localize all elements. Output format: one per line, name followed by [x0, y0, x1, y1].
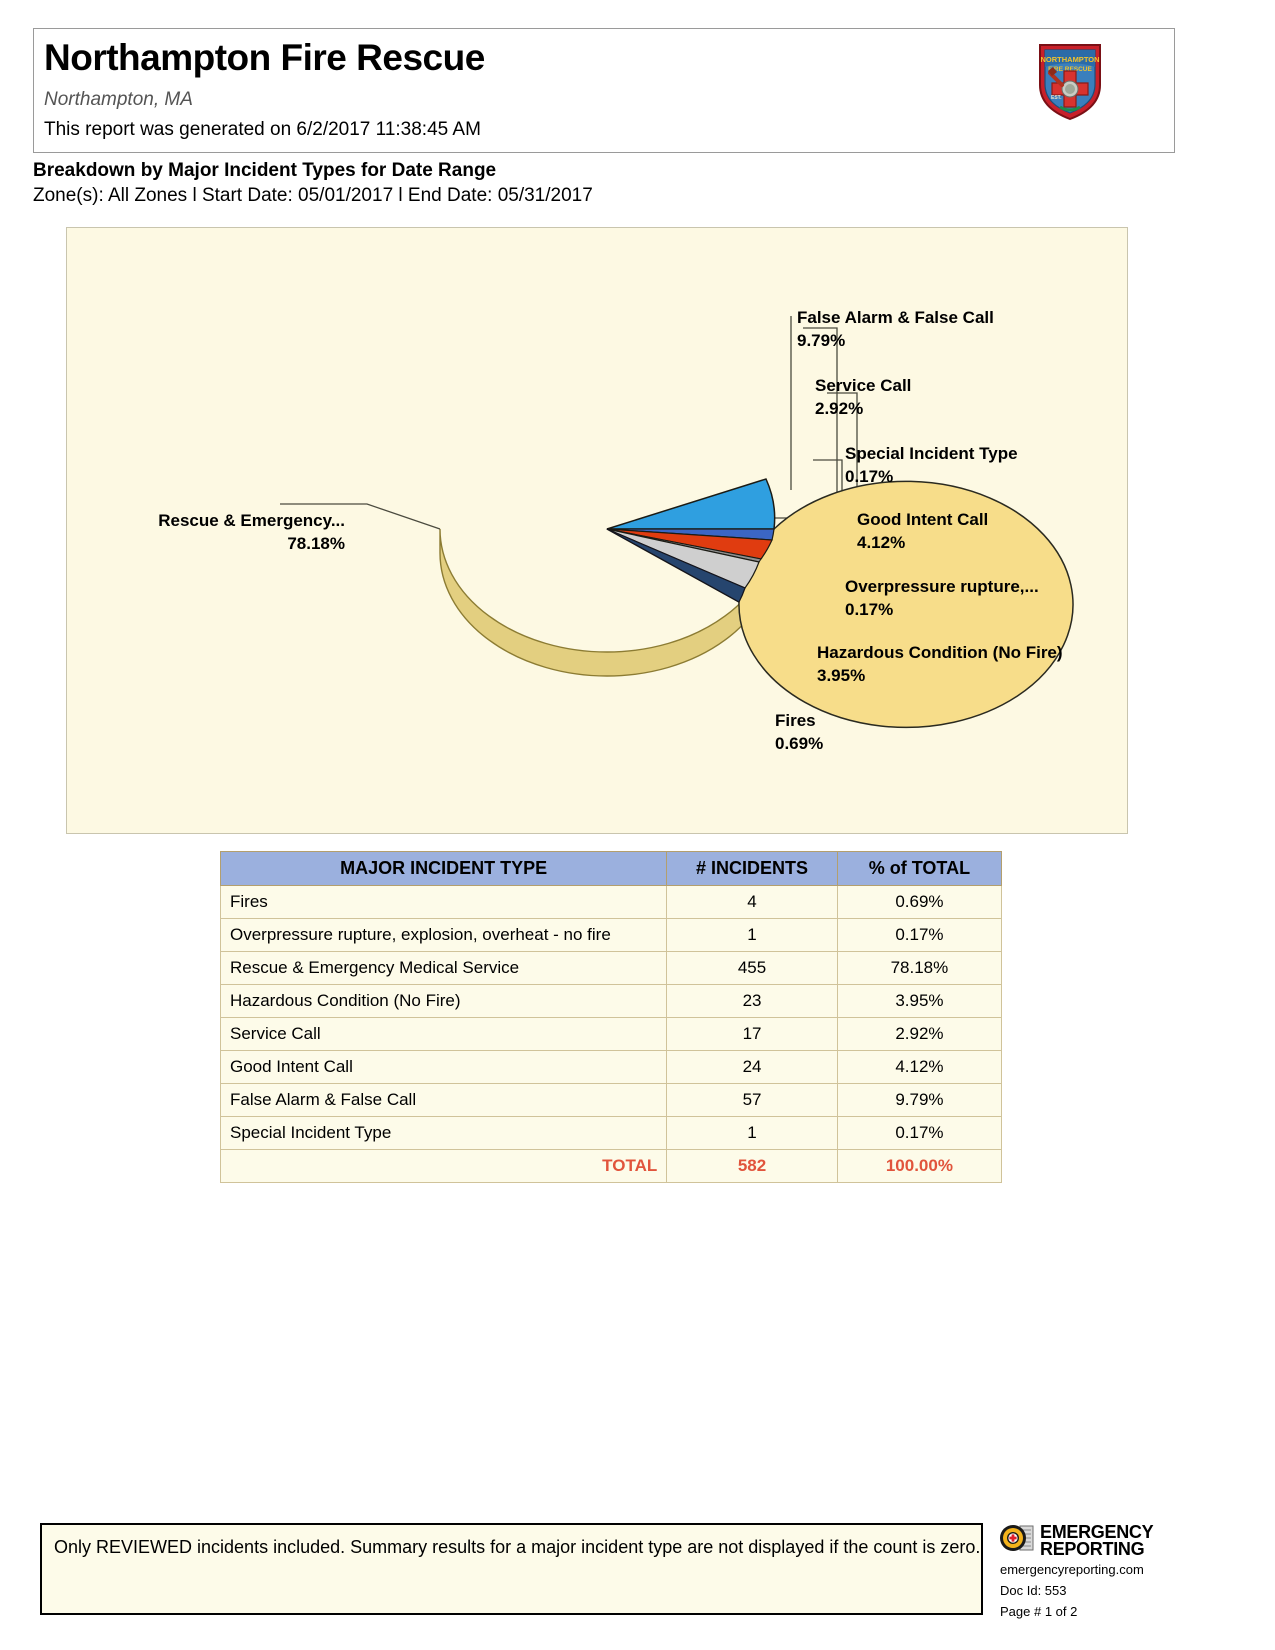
pie-label-false-alarm-pct: 9.79% — [797, 331, 846, 350]
fire-department-badge-icon: NORTHAMPTON FIRE RESCUE EST. — [1034, 41, 1106, 121]
table-row: Service Call 17 2.92% — [219, 1017, 1003, 1051]
cell-count: 455 — [666, 951, 838, 985]
total-label: TOTAL — [219, 1149, 667, 1183]
cell-count: 57 — [666, 1083, 838, 1117]
generated-timestamp: This report was generated on 6/2/2017 11… — [44, 119, 481, 140]
cell-pct: 2.92% — [836, 1017, 1003, 1051]
pie-label-service-call: Service Call 2.92% — [815, 374, 911, 420]
table-total-row: TOTAL 582 100.00% — [219, 1149, 1003, 1183]
incident-summary-table: MAJOR INCIDENT TYPE # INCIDENTS % of TOT… — [219, 851, 1003, 1183]
pie-label-good-intent: Good Intent Call 4.12% — [857, 508, 988, 554]
report-section-title: Breakdown by Major Incident Types for Da… — [33, 160, 497, 181]
pie-label-special-incident: Special Incident Type 0.17% — [845, 442, 1018, 488]
cell-pct: 0.17% — [836, 918, 1003, 952]
table-header-row: MAJOR INCIDENT TYPE # INCIDENTS % of TOT… — [219, 851, 1003, 886]
cell-pct: 9.79% — [836, 1083, 1003, 1117]
emergency-reporting-logo-icon — [1000, 1523, 1034, 1558]
svg-text:FIRE RESCUE: FIRE RESCUE — [1048, 66, 1092, 73]
total-pct: 100.00% — [836, 1149, 1003, 1183]
pie-label-rescue-ems: Rescue & Emergency... 78.18% — [130, 509, 345, 555]
pie-label-hazardous-pct: 3.95% — [817, 666, 866, 685]
pie-label-special-incident-text: Special Incident Type — [845, 444, 1018, 463]
pie-label-service-call-text: Service Call — [815, 376, 912, 395]
pie-chart-panel: False Alarm & False Call 9.79% Service C… — [66, 227, 1128, 834]
cell-pct: 4.12% — [836, 1050, 1003, 1084]
table-row: False Alarm & False Call 57 9.79% — [219, 1083, 1003, 1117]
cell-pct: 0.69% — [836, 885, 1003, 919]
pie-chart-graphic — [280, 316, 1074, 729]
brand-line-2: REPORTING — [1040, 1538, 1145, 1559]
pie-label-fires-pct: 0.69% — [775, 734, 824, 753]
pie-label-good-intent-pct: 4.12% — [857, 533, 906, 552]
table-row: Fires 4 0.69% — [219, 885, 1003, 919]
cell-count: 4 — [666, 885, 838, 919]
cell-type: Fires — [219, 885, 668, 919]
pie-label-false-alarm-text: False Alarm & False Call — [797, 308, 994, 327]
pie-label-rescue-ems-pct: 78.18% — [287, 534, 345, 553]
pie-label-overpressure: Overpressure rupture,... 0.17% — [845, 575, 1039, 621]
cell-type: Good Intent Call — [219, 1050, 668, 1084]
page-title: Northampton Fire Rescue — [44, 37, 485, 78]
pie-label-false-alarm: False Alarm & False Call 9.79% — [797, 306, 994, 352]
cell-count: 23 — [666, 984, 838, 1018]
table-row: Special Incident Type 1 0.17% — [219, 1116, 1003, 1150]
pie-label-hazardous: Hazardous Condition (No Fire) 3.95% — [817, 641, 1063, 687]
cell-count: 1 — [666, 918, 838, 952]
column-header-type: MAJOR INCIDENT TYPE — [219, 851, 668, 886]
cell-count: 1 — [666, 1116, 838, 1150]
column-header-pct: % of TOTAL — [836, 851, 1003, 886]
pie-label-rescue-ems-text: Rescue & Emergency... — [158, 511, 345, 530]
cell-count: 24 — [666, 1050, 838, 1084]
cell-type: Hazardous Condition (No Fire) — [219, 984, 668, 1018]
pie-label-good-intent-text: Good Intent Call — [857, 510, 989, 529]
cell-pct: 0.17% — [836, 1116, 1003, 1150]
pie-label-service-call-pct: 2.92% — [815, 399, 864, 418]
pie-label-special-incident-pct: 0.17% — [845, 467, 894, 486]
total-count: 582 — [666, 1149, 838, 1183]
emergency-reporting-wordmark: EMERGENCY REPORTING — [1040, 1521, 1154, 1559]
cell-count: 17 — [666, 1017, 838, 1051]
pie-label-hazardous-text: Hazardous Condition (No Fire) — [817, 643, 1063, 662]
cell-pct: 78.18% — [836, 951, 1003, 985]
cell-type: Special Incident Type — [219, 1116, 668, 1150]
svg-text:NORTHAMPTON: NORTHAMPTON — [1040, 55, 1099, 64]
table-row: Rescue & Emergency Medical Service 455 7… — [219, 951, 1003, 985]
table-row: Good Intent Call 24 4.12% — [219, 1050, 1003, 1084]
doc-id: Doc Id: 553 — [1000, 1583, 1067, 1598]
brand-website: emergencyreporting.com — [1000, 1562, 1144, 1577]
page-number: Page # 1 of 2 — [1000, 1604, 1078, 1619]
cell-type: Overpressure rupture, explosion, overhea… — [219, 918, 668, 952]
cell-pct: 3.95% — [836, 984, 1003, 1018]
cell-type: Service Call — [219, 1017, 668, 1051]
report-filters: Zone(s): All Zones l Start Date: 05/01/2… — [33, 185, 593, 206]
pie-label-fires-text: Fires — [775, 711, 816, 730]
brand-line-1: EMERGENCY — [1040, 1521, 1154, 1542]
cell-type: False Alarm & False Call — [219, 1083, 668, 1117]
pie-label-overpressure-text: Overpressure rupture,... — [845, 577, 1039, 596]
pie-label-fires: Fires 0.69% — [775, 709, 823, 755]
table-row: Overpressure rupture, explosion, overhea… — [219, 918, 1003, 952]
footer-note-text: Only REVIEWED incidents included. Summar… — [54, 1537, 981, 1557]
svg-text:EST.: EST. — [1051, 95, 1062, 101]
emergency-reporting-brand: EMERGENCY REPORTING emergencyreporting.c… — [1000, 1523, 1250, 1621]
footer-note-box: Only REVIEWED incidents included. Summar… — [40, 1523, 983, 1615]
agency-location: Northampton, MA — [44, 89, 193, 110]
column-header-count: # INCIDENTS — [666, 851, 838, 886]
pie-label-overpressure-pct: 0.17% — [845, 600, 894, 619]
report-header: Northampton Fire Rescue Northampton, MA … — [33, 28, 1175, 153]
table-row: Hazardous Condition (No Fire) 23 3.95% — [219, 984, 1003, 1018]
cell-type: Rescue & Emergency Medical Service — [219, 951, 668, 985]
